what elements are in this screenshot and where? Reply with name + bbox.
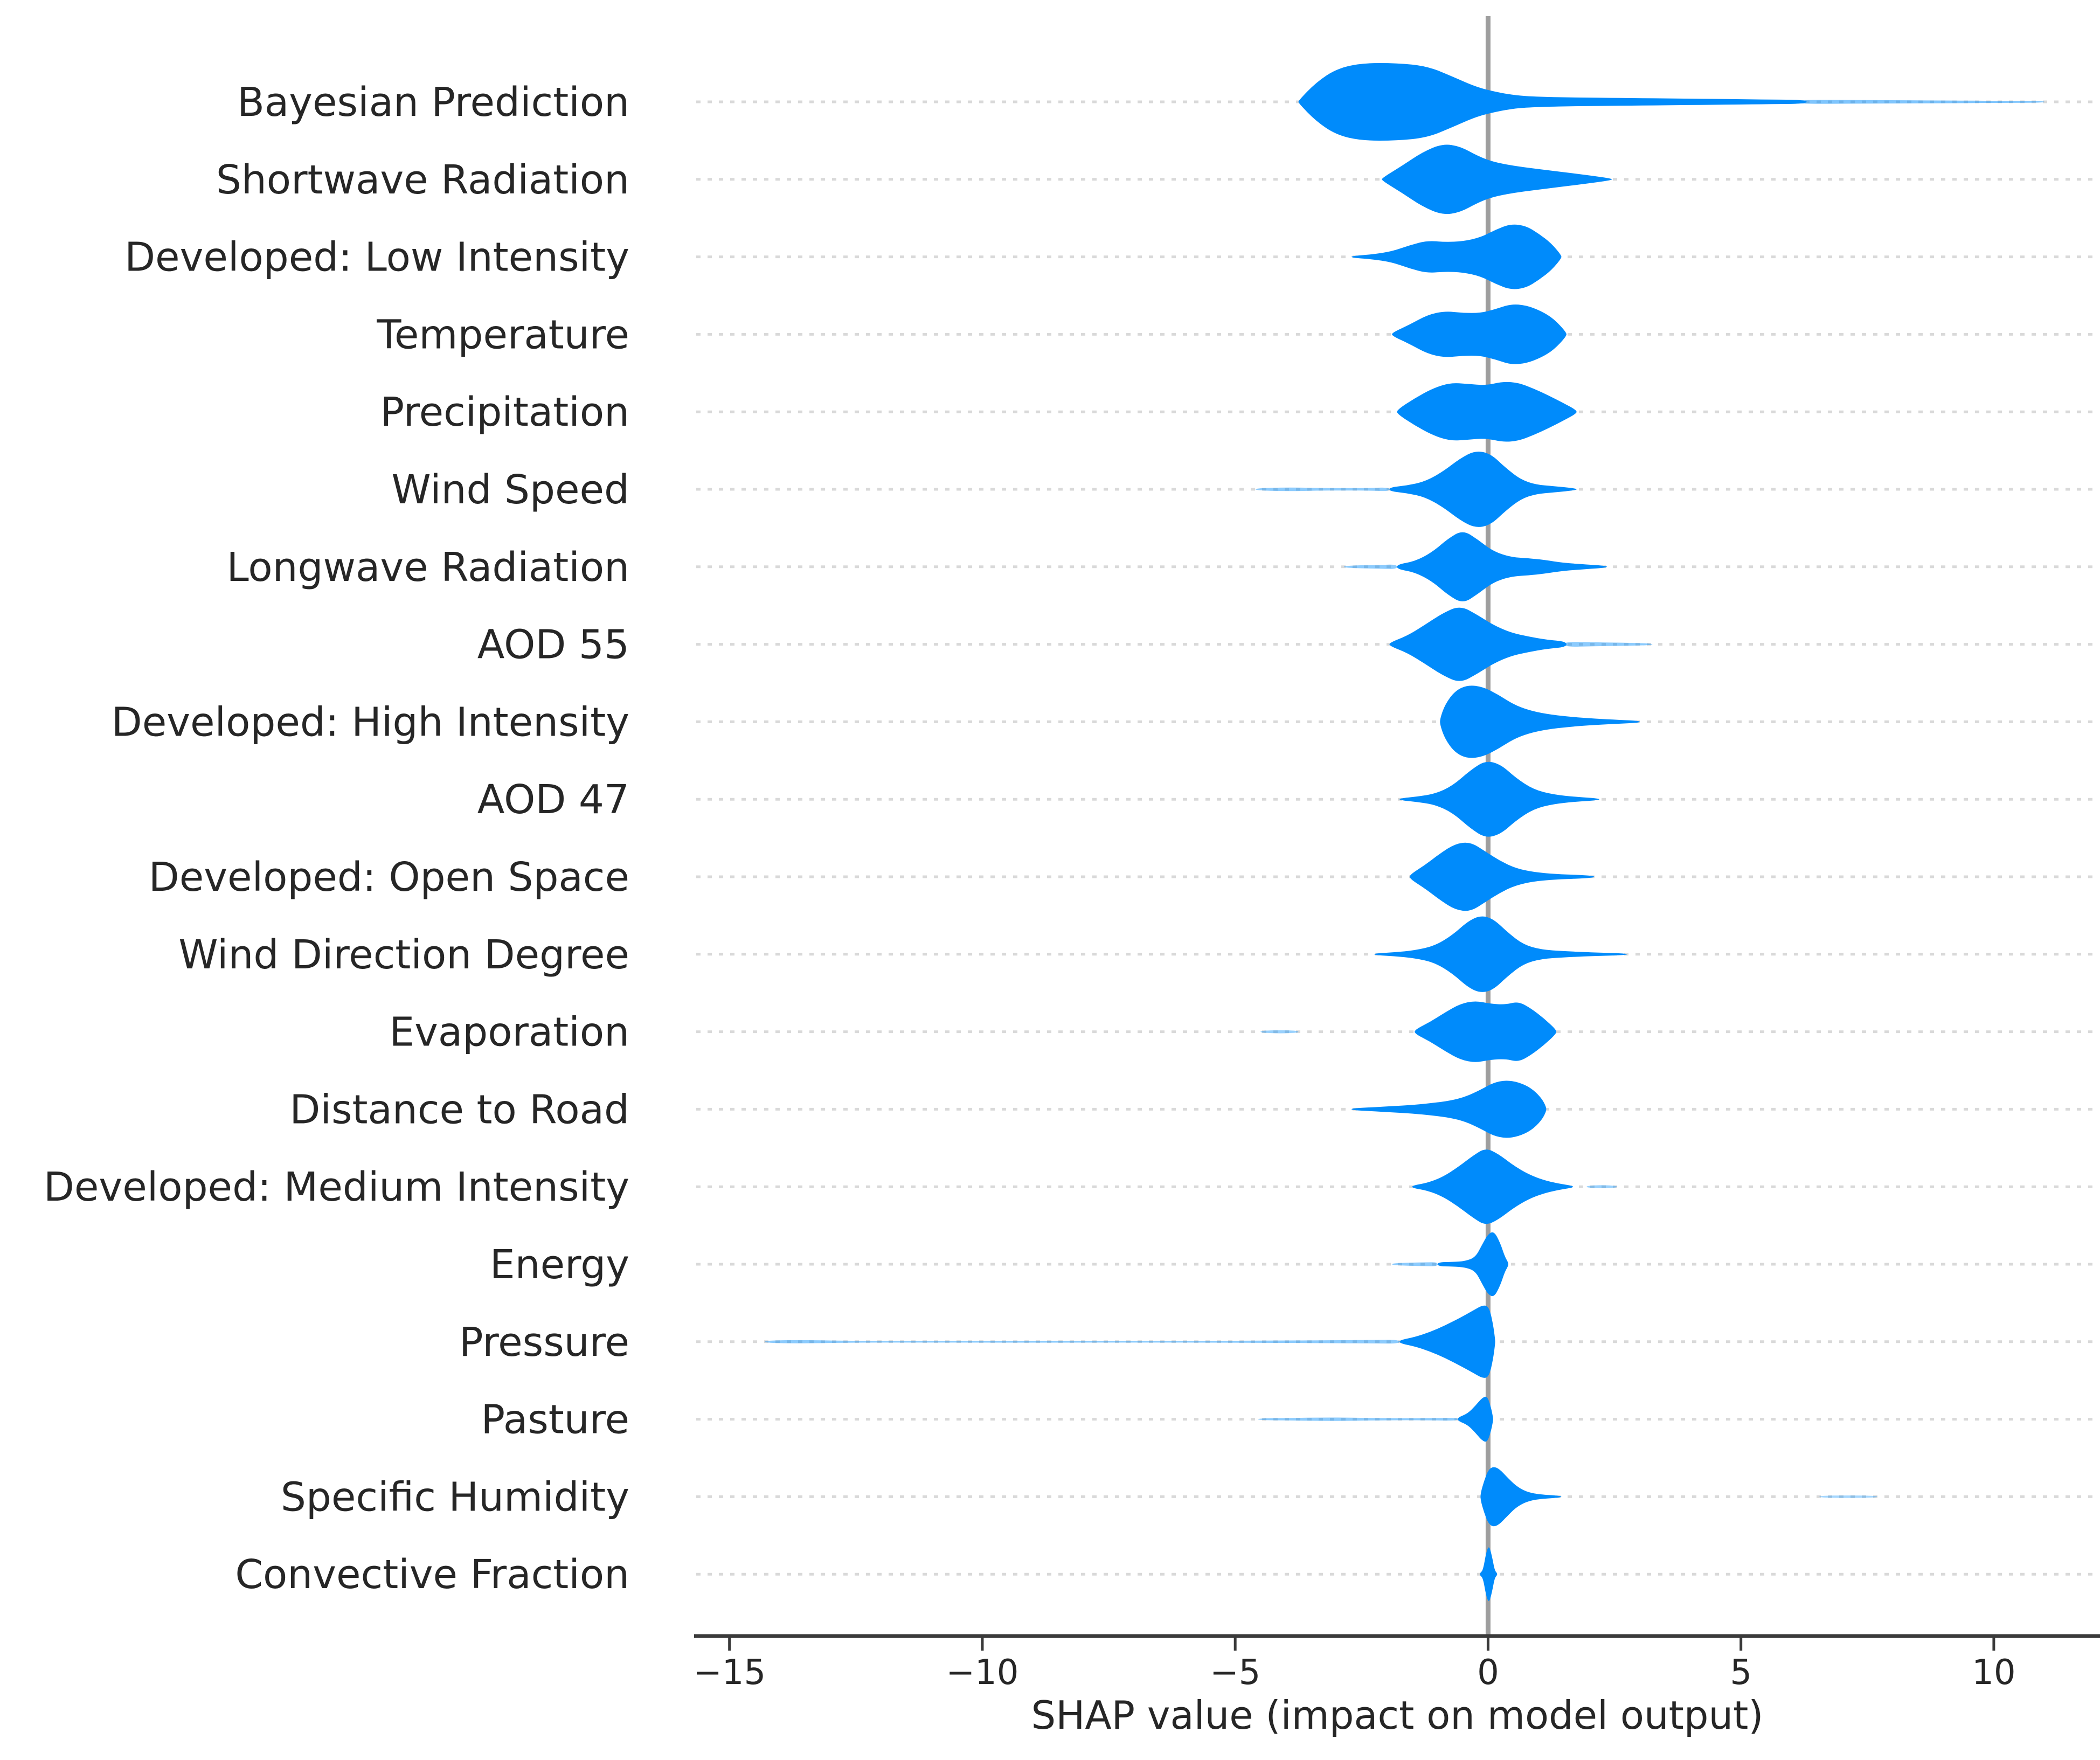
x-axis-title: SHAP value (impact on model output) <box>1031 1693 1764 1738</box>
violin-tail <box>1819 1495 1878 1498</box>
violin-tail <box>1392 1262 1438 1266</box>
y-axis-label: Pasture <box>481 1397 629 1443</box>
y-axis-label: AOD 47 <box>477 777 629 823</box>
violin <box>1389 452 1577 527</box>
violin-tail <box>1255 487 1390 491</box>
violin <box>1374 916 1627 992</box>
violin <box>1480 1547 1498 1601</box>
y-axis-label: Precipitation <box>380 389 629 435</box>
y-axis-label: AOD 55 <box>477 622 629 668</box>
x-tick-label: 10 <box>1972 1653 2015 1693</box>
violin <box>1410 842 1595 911</box>
violins-layer <box>765 63 2044 1601</box>
y-axis-label: Developed: Low Intensity <box>124 234 629 281</box>
y-axis-label: Developed: Medium Intensity <box>44 1164 629 1210</box>
gridlines-layer <box>696 100 2092 1576</box>
violin <box>1458 1396 1493 1442</box>
y-axis-label: Developed: High Intensity <box>112 699 629 745</box>
violin <box>1412 1149 1574 1224</box>
y-axis-label: Wind Direction Degree <box>178 932 629 978</box>
violin-tail <box>1564 642 1653 647</box>
violin <box>1397 532 1607 601</box>
y-axis-label: Temperature <box>376 311 629 358</box>
violin-tail <box>765 1340 1400 1344</box>
x-tick-labels-layer: −15 −10 −5 0 5 10 <box>693 1653 2015 1693</box>
violin-tail <box>1344 564 1397 569</box>
violin <box>1480 1467 1562 1527</box>
y-axis-label: Wind Speed <box>392 467 629 513</box>
violin-tail <box>1586 1185 1617 1188</box>
violin-tail <box>1258 1417 1458 1421</box>
y-axis-label: Evaporation <box>389 1009 629 1056</box>
y-axis-label: Pressure <box>459 1319 629 1366</box>
y-axis-label: Specific Humidity <box>281 1474 629 1520</box>
violin-tail <box>1791 100 2044 104</box>
x-tick-label: −5 <box>1210 1653 1260 1693</box>
y-axis-label: Energy <box>490 1242 629 1288</box>
violin <box>1399 1305 1495 1378</box>
x-tick-label: −10 <box>946 1653 1018 1693</box>
violin-tail <box>1260 1030 1299 1034</box>
violin <box>1352 224 1562 289</box>
violin <box>1415 1001 1557 1062</box>
y-axis-label: Bayesian Prediction <box>237 79 629 126</box>
violin <box>1298 63 1807 141</box>
violin <box>1352 1080 1547 1138</box>
violin <box>1389 607 1567 681</box>
y-axis-label: Distance to Road <box>289 1086 629 1133</box>
y-axis-label: Shortwave Radiation <box>216 157 629 203</box>
y-axis-label: Longwave Radiation <box>226 544 629 591</box>
y-axis-labels-layer: Bayesian Prediction Shortwave Radiation De… <box>44 79 629 1598</box>
violin <box>1437 1232 1508 1297</box>
violin <box>1440 685 1640 758</box>
violin <box>1397 382 1577 442</box>
y-axis-label: Developed: Open Space <box>149 854 629 900</box>
violin <box>1399 761 1599 837</box>
x-axis-layer <box>694 1634 2100 1651</box>
x-tick-label: −15 <box>693 1653 766 1693</box>
x-tick-label: 5 <box>1730 1653 1752 1693</box>
y-axis-label: Convective Fraction <box>235 1551 629 1598</box>
violin <box>1382 144 1612 214</box>
x-tick-label: 0 <box>1477 1653 1499 1693</box>
violin <box>1392 304 1567 364</box>
